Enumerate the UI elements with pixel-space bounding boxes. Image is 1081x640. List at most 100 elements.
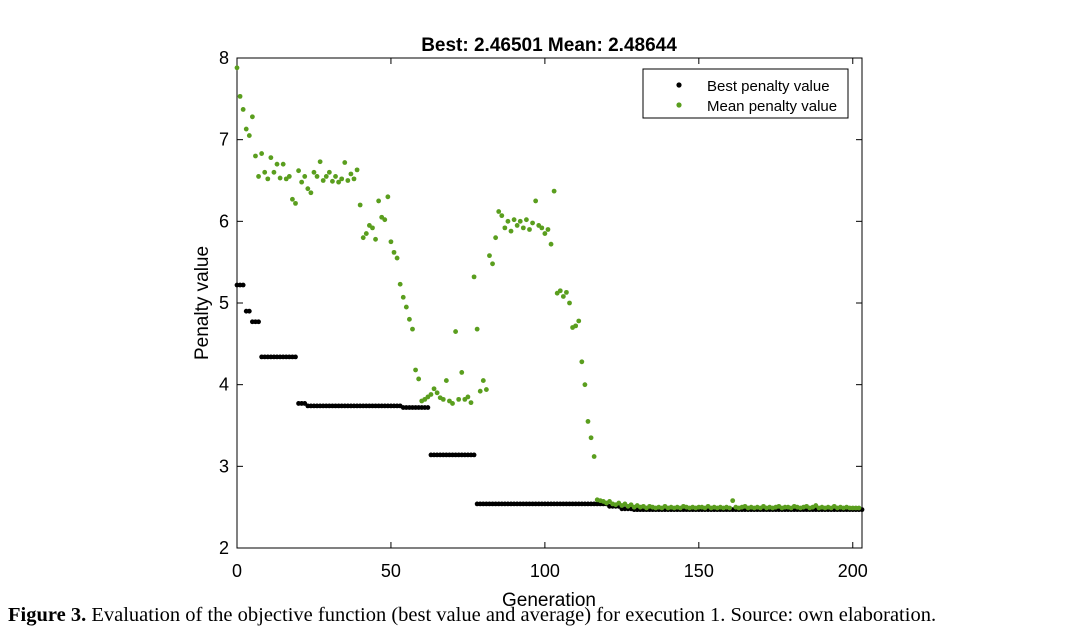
mean-penalty-point [370,225,375,231]
mean-penalty-point [456,396,462,402]
legend-box [642,68,849,119]
best-penalty-point [293,354,298,360]
mean-penalty-point [557,288,563,294]
best-penalty-point [425,405,431,410]
best-penalty-point [471,452,477,458]
mean-penalty-point [400,294,406,300]
y-tick-label: 7 [219,130,229,150]
mean-penalty-point [545,227,551,232]
mean-penalty-point [517,218,523,224]
mean-penalty-point [483,387,489,392]
mean-penalty-point [271,169,277,175]
mean-penalty-point [363,231,369,236]
mean-penalty-point [416,376,422,382]
best-penalty-point [246,308,252,314]
mean-penalty-point [459,370,465,375]
mean-penalty-point [382,217,388,223]
caption-label: Figure 3. [8,604,87,626]
mean-penalty-point [499,213,505,219]
mean-penalty-point [339,176,345,182]
mean-penalty-point [490,261,495,267]
mean-penalty-point [246,133,252,138]
mean-penalty-point [511,217,517,223]
mean-penalty-point [376,198,382,204]
best-penalty-point [240,282,246,288]
mean-penalty-point [471,274,477,280]
x-tick-label: 50 [381,561,401,581]
mean-penalty-point [591,454,597,459]
mean-penalty-point [305,186,311,192]
y-tick-label: 8 [219,48,229,68]
mean-penalty-point [280,161,286,167]
mean-penalty-point [524,217,529,223]
mean-penalty-point [262,169,268,175]
mean-penalty-point [428,392,434,397]
mean-penalty-point [394,255,400,261]
mean-penalty-point [548,241,554,247]
mean-penalty-point [727,505,733,511]
y-tick-label: 5 [219,293,229,313]
mean-penalty-point [330,178,335,184]
mean-penalty-point [551,188,557,194]
mean-penalty-point [296,168,301,174]
mean-penalty-point [487,253,492,259]
mean-penalty-point [582,382,588,388]
y-tick-label: 6 [219,211,229,231]
mean-penalty-point [480,378,486,383]
mean-penalty-point [527,227,532,232]
mean-penalty-point [268,155,274,161]
mean-penalty-point [465,394,471,400]
mean-penalty-point [440,396,446,402]
mean-penalty-point [477,388,483,394]
mean-penalty-point [253,153,258,159]
mean-penalty-point [256,174,261,179]
mean-penalty-point [308,190,314,196]
mean-penalty-point [299,179,305,185]
mean-penalty-point [514,223,520,228]
chart-title: Best: 2.46501 Mean: 2.48644 [421,35,677,56]
mean-penalty-point [326,169,332,175]
mean-penalty-point [240,107,246,112]
mean-penalty-point [274,161,280,167]
mean-penalty-point [333,174,338,179]
mean-penalty-point [286,174,292,179]
mean-penalty-point [520,225,526,231]
mean-penalty-point [856,505,862,511]
mean-penalty-point [317,159,323,165]
mean-penalty-point [385,194,391,200]
mean-penalty-point [388,239,394,245]
mean-penalty-point [573,323,579,329]
mean-penalty-point [579,359,585,365]
y-tick-label: 3 [219,456,229,476]
mean-penalty-point [730,498,736,504]
mean-penalty-point [508,228,514,234]
x-axis-ticks: 0 50 100 150 200 [232,58,868,581]
mean-penalty-point [237,93,243,99]
mean-penalty-point [560,294,566,299]
mean-penalty-point [413,367,418,373]
legend-marker-mean [676,102,682,108]
mean-penalty-point [502,225,508,231]
legend: Best penalty value Mean penalty value [642,68,849,119]
mean-penalty-point [320,178,326,183]
mean-penalty-point [431,386,437,392]
mean-penalty-point [259,151,265,156]
mean-penalty-point [323,174,329,179]
mean-penalty-point [336,179,342,185]
caption-text: Evaluation of the objective function (be… [86,604,937,626]
mean-penalty-point [564,289,569,295]
mean-penalty-point [397,281,403,287]
mean-penalty-point [450,401,455,406]
mean-penalty-point [567,300,572,306]
x-tick-label: 0 [232,561,242,581]
y-tick-label: 2 [219,538,229,558]
mean-penalty-point [290,196,295,202]
mean-penalty-point [360,235,366,241]
mean-penalty-point [314,174,320,179]
plot-frame [236,57,863,549]
mean-penalty-point [351,176,357,182]
mean-penalty-point [243,126,249,132]
mean-penalty-point [434,390,440,396]
mean-penalty-point [496,209,502,214]
